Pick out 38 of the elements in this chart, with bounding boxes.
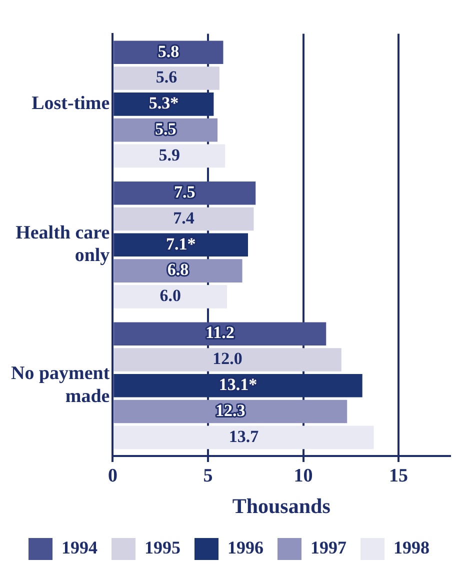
bar — [114, 259, 242, 282]
bar — [114, 400, 348, 424]
legend-label: 1997 — [310, 538, 346, 558]
data-label: 5.5 — [154, 119, 176, 138]
y-tick-label: No payment made — [10, 363, 110, 407]
data-label: 11.2 — [206, 323, 234, 342]
data-label: 6.8 — [167, 260, 189, 280]
bar — [114, 66, 220, 90]
data-label: 13.7 — [228, 426, 260, 446]
bar — [114, 322, 326, 346]
data-label: 5.8 — [158, 42, 180, 61]
data-label: 12.3 — [216, 400, 246, 420]
y-tick-label: Health care only — [16, 222, 110, 266]
bar — [114, 207, 254, 231]
bar — [114, 348, 342, 372]
data-label: 5.6 — [156, 68, 178, 87]
x-tick-label: 10 — [294, 465, 313, 486]
bar — [114, 426, 374, 450]
data-label: 5.9 — [158, 145, 180, 164]
bar — [114, 144, 226, 168]
legend-label: 1995 — [144, 538, 180, 558]
x-tick-label: 0 — [108, 465, 118, 486]
legend-label: 1996 — [228, 538, 264, 558]
data-label: 6.0 — [160, 286, 181, 306]
y-tick-label: Lost-time — [32, 93, 110, 114]
legend-label: 1994 — [62, 538, 98, 558]
x-axis-title: Thousands — [232, 494, 330, 518]
legend-label: 1998 — [394, 538, 430, 558]
x-tick-label: 5 — [203, 465, 213, 486]
bar — [114, 285, 228, 308]
data-label: 7.4 — [173, 208, 195, 228]
data-label: 5.3* — [148, 94, 179, 113]
data-label: 7.5 — [174, 182, 196, 202]
data-label: 7.1* — [166, 234, 196, 254]
bar — [114, 181, 256, 205]
data-label: 12.0 — [212, 349, 242, 368]
data-label: 13.1* — [218, 375, 258, 394]
x-tick-label: 15 — [389, 465, 408, 486]
